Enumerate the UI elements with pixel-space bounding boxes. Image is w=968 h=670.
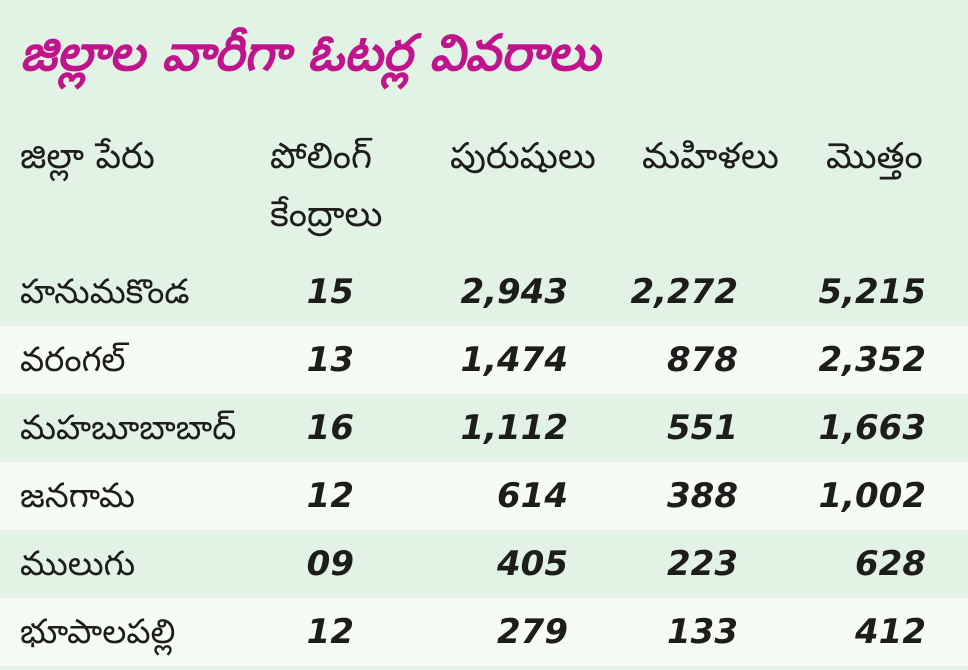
polling-stations: 09 — [306, 544, 354, 584]
total-count: 1,002 — [818, 476, 926, 516]
header-women: మహిళలు — [642, 136, 779, 177]
men-count: 614 — [497, 476, 568, 516]
men-count: 2,943 — [460, 272, 568, 312]
district-name: మహబూబాబాద్ — [20, 408, 237, 448]
table-row: ములుగు 09 405 223 628 — [0, 530, 968, 598]
total-count: 1,663 — [818, 408, 926, 448]
women-count: 2,272 — [630, 272, 738, 312]
polling-stations: 15 — [306, 272, 354, 312]
polling-stations: 12 — [306, 476, 354, 516]
total-count: 2,352 — [818, 340, 926, 380]
district-name: భూపాలపల్లి — [20, 612, 176, 652]
table-row: వరంగల్ 13 1,474 878 2,352 — [0, 326, 968, 394]
total-count: 5,215 — [818, 272, 926, 312]
men-count: 405 — [497, 544, 568, 584]
total-count: 412 — [855, 612, 926, 652]
women-count: 551 — [667, 408, 738, 448]
district-name: జనగామ — [20, 476, 135, 516]
header-polling-line1: పోలింగ్ — [270, 136, 372, 177]
district-name: హనుమకొండ — [20, 272, 190, 312]
district-name: వరంగల్ — [20, 340, 126, 380]
header-total: మొత్తం — [826, 136, 923, 177]
district-name: ములుగు — [20, 544, 136, 584]
total-count: 628 — [855, 544, 926, 584]
women-count: 133 — [667, 612, 738, 652]
women-count: 223 — [667, 544, 738, 584]
table-header: జిల్లా పేరు పోలింగ్ కేంద్రాలు పురుషులు మ… — [0, 128, 968, 258]
header-district: జిల్లా పేరు — [20, 136, 155, 177]
women-count: 878 — [667, 340, 738, 380]
header-men: పురుషులు — [450, 136, 596, 177]
table-row: జనగామ 12 614 388 1,002 — [0, 462, 968, 530]
header-polling-line2: కేంద్రాలు — [270, 194, 383, 235]
women-count: 388 — [667, 476, 738, 516]
men-count: 1,112 — [460, 408, 568, 448]
men-count: 1,474 — [460, 340, 568, 380]
polling-stations: 16 — [306, 408, 354, 448]
table-row: భూపాలపల్లి 12 279 133 412 — [0, 598, 968, 666]
men-count: 279 — [497, 612, 568, 652]
table-title: జిల్లాల వారీగా ఓటర్ల వివరాలు — [20, 24, 601, 82]
table-row: మహబూబాబాద్ 16 1,112 551 1,663 — [0, 394, 968, 462]
polling-stations: 12 — [306, 612, 354, 652]
table-row: హనుమకొండ 15 2,943 2,272 5,215 — [0, 258, 968, 326]
polling-stations: 13 — [306, 340, 354, 380]
